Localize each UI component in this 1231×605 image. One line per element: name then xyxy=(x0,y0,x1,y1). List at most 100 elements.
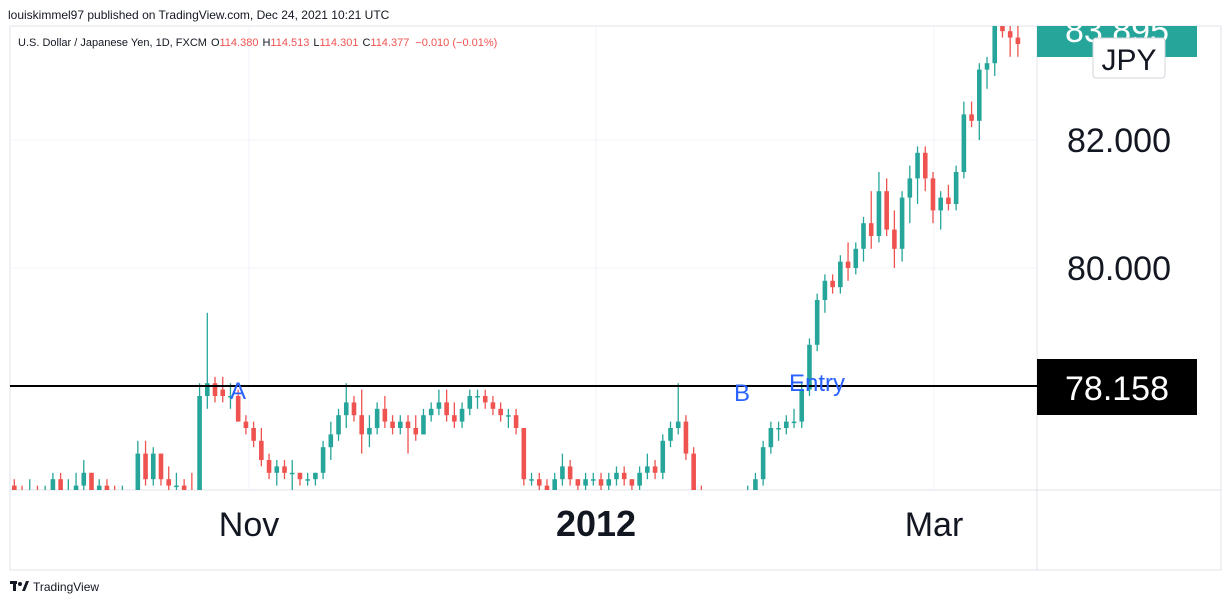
candle-body xyxy=(660,440,666,473)
candle-body xyxy=(784,421,789,428)
candle-body xyxy=(907,178,913,198)
candle-body xyxy=(591,479,596,481)
candle-body xyxy=(343,402,349,416)
candle-body xyxy=(884,191,889,230)
candle-body xyxy=(428,408,434,416)
candle-body xyxy=(413,428,419,435)
candle-body xyxy=(482,396,488,403)
candle-body xyxy=(351,402,357,416)
candle-body xyxy=(197,396,202,490)
current-price-tag: 83.895 JPY xyxy=(1037,12,1197,79)
candle-body xyxy=(81,472,87,486)
candle-body xyxy=(73,485,79,490)
candle-body xyxy=(876,191,882,236)
level-tag-label: 78.158 xyxy=(1065,370,1169,408)
candle-body xyxy=(228,396,233,398)
candle-body xyxy=(930,178,936,211)
symbol-line: U.S. Dollar / Japanese Yen, 1D, FXCM O 114… xyxy=(18,37,497,49)
candle-body xyxy=(297,472,303,480)
candle-body xyxy=(899,197,905,249)
candle-body xyxy=(313,472,318,480)
price-tick-80: 80.000 xyxy=(1067,250,1171,288)
candle-body xyxy=(799,389,805,422)
candle-body xyxy=(166,479,171,486)
time-label-mar: Mar xyxy=(905,506,964,544)
candle-body xyxy=(868,223,874,236)
l-value: 114.301 xyxy=(319,37,358,49)
candle-body xyxy=(969,114,974,121)
candle-body xyxy=(181,485,187,490)
candle-body xyxy=(421,415,426,435)
candle-body xyxy=(621,472,627,480)
candle-body xyxy=(174,485,179,488)
candle-body xyxy=(336,415,341,435)
candle-body xyxy=(490,402,496,409)
candle-body xyxy=(668,428,673,441)
candle-body xyxy=(830,280,835,288)
candle-body xyxy=(259,440,264,460)
candle-body xyxy=(922,152,928,179)
candle-body xyxy=(58,479,63,490)
price-tick-82: 82.000 xyxy=(1067,122,1171,160)
candle-body xyxy=(683,421,689,454)
candle-body xyxy=(390,421,395,428)
candle-body xyxy=(776,428,781,430)
candle-body xyxy=(614,472,619,480)
candle-body xyxy=(282,466,287,473)
candle-body xyxy=(266,460,272,473)
o-label: O xyxy=(211,37,220,49)
candle-body xyxy=(814,300,820,345)
candle-body xyxy=(150,453,156,480)
time-label-2012: 2012 xyxy=(556,503,636,544)
h-value: 114.513 xyxy=(270,37,309,49)
currency-label: JPY xyxy=(1101,44,1156,77)
candle-body xyxy=(320,447,326,473)
candle-body xyxy=(513,415,519,428)
candle-body xyxy=(1000,26,1005,32)
candle-body xyxy=(953,172,959,204)
time-label-nov: Nov xyxy=(219,506,279,544)
candle-body xyxy=(328,434,334,448)
tradingview-logo[interactable]: TradingView xyxy=(10,580,99,594)
candle-body xyxy=(675,421,681,428)
candle-body xyxy=(838,261,843,288)
candle-body xyxy=(629,479,635,486)
candle-body xyxy=(521,428,527,480)
h-label: H xyxy=(262,37,270,49)
candles xyxy=(12,26,1021,490)
candle-body xyxy=(405,421,411,428)
candle-body xyxy=(444,402,449,416)
candle-body xyxy=(845,261,851,268)
candle-body xyxy=(158,453,164,480)
candle-body xyxy=(467,396,473,409)
change-value: −0.010 (−0.01%) xyxy=(415,37,497,49)
candle-body xyxy=(984,63,990,70)
candle-body xyxy=(544,485,550,490)
candle-body xyxy=(822,280,828,300)
candle-body xyxy=(359,415,364,435)
candle-body xyxy=(652,466,658,473)
candle-body xyxy=(583,479,588,486)
candle-body xyxy=(506,415,511,417)
candle-body xyxy=(529,479,534,481)
candle-body xyxy=(452,415,457,422)
symbol-name: U.S. Dollar / Japanese Yen, 1D, FXCM xyxy=(18,37,207,49)
candle-body xyxy=(637,472,642,486)
candle-body xyxy=(992,26,998,64)
candle-body xyxy=(598,479,604,486)
chart-frame xyxy=(9,25,1222,571)
grid xyxy=(10,26,1037,490)
candle-body xyxy=(791,421,797,424)
candle-body xyxy=(382,408,388,422)
candle-body xyxy=(243,421,249,428)
candle-body xyxy=(645,466,650,473)
c-value: 114.377 xyxy=(370,37,409,49)
candle-body xyxy=(560,466,565,480)
candle-body xyxy=(691,453,696,490)
c-label: C xyxy=(362,37,370,49)
candle-body xyxy=(753,479,758,490)
annotation-entry: Entry xyxy=(789,370,845,397)
candle-body xyxy=(398,421,403,428)
candle-body xyxy=(289,472,295,475)
